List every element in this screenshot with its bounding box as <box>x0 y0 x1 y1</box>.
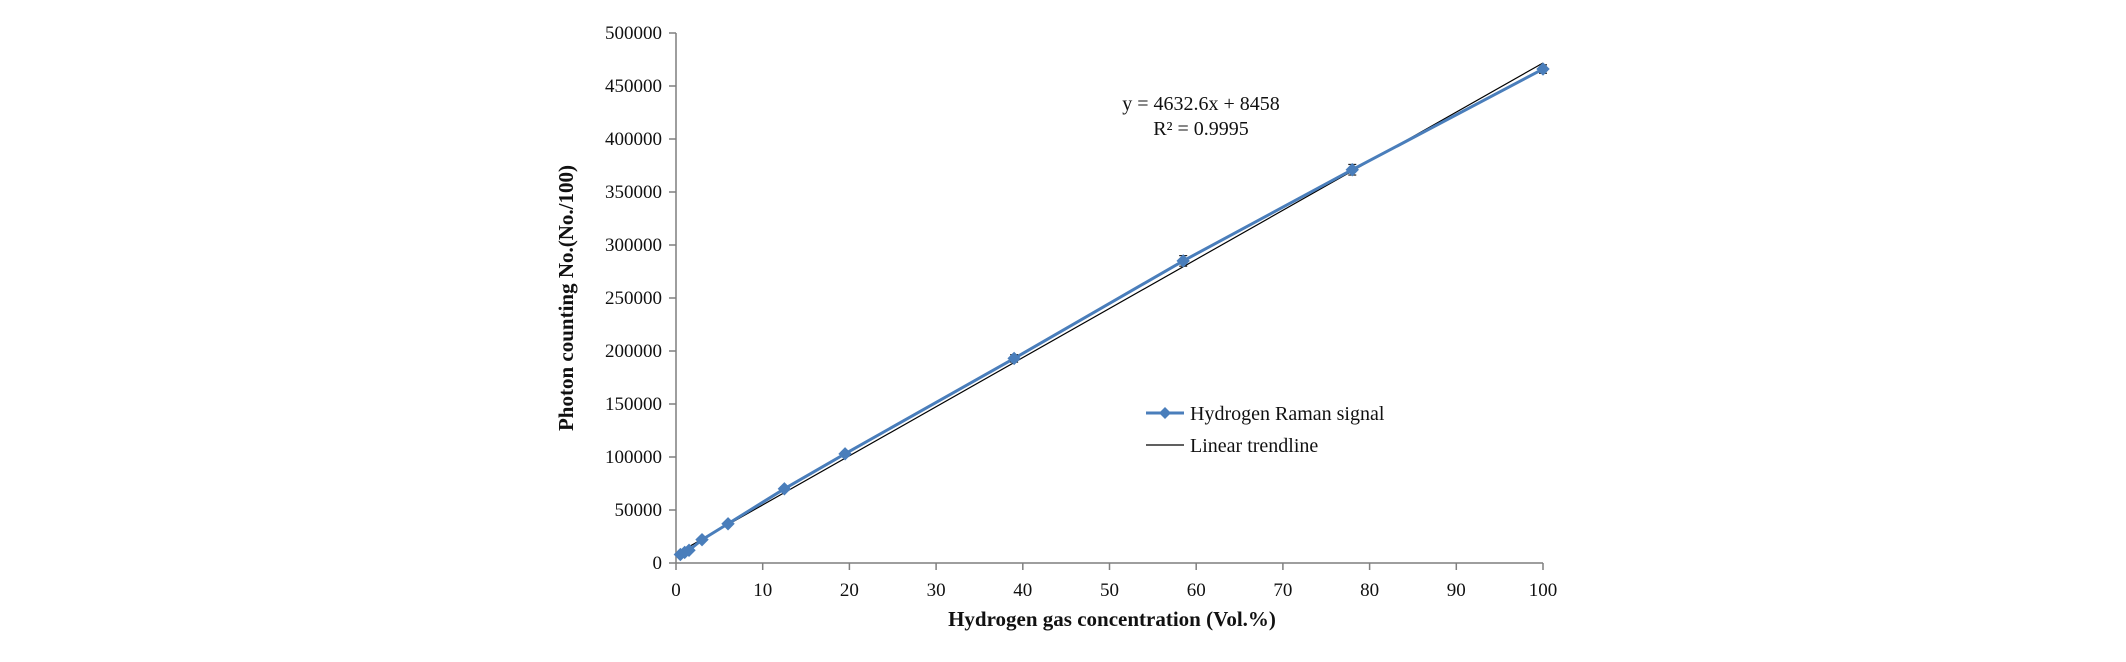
y-tick-label: 50000 <box>615 500 663 521</box>
x-tick-label: 10 <box>753 580 772 601</box>
legend-label-trendline: Linear trendline <box>1190 435 1318 457</box>
x-tick-label: 20 <box>840 580 859 601</box>
data-point <box>721 517 735 531</box>
raman-signal-line <box>679 67 1544 556</box>
x-axis-title: Hydrogen gas concentration (Vol.%) <box>948 607 1276 631</box>
legend-marker-raman <box>1159 407 1171 419</box>
data-point <box>777 482 792 496</box>
axes <box>675 33 1543 564</box>
x-tick-label: 30 <box>927 580 946 601</box>
data-point <box>1345 163 1359 177</box>
y-tick-label: 250000 <box>605 288 662 309</box>
y-tick-label: 0 <box>653 553 663 574</box>
x-tick-label: 90 <box>1447 580 1466 601</box>
x-tick-label: 60 <box>1187 580 1206 601</box>
y-ticks: 0 50000 100000 150000 200000 250000 300000 3500… <box>605 23 676 574</box>
trendline-equation: y = 4632.6x + 8458 <box>1122 93 1280 115</box>
data-point <box>695 532 709 547</box>
data-point <box>1007 351 1021 366</box>
legend: Hydrogen Raman signal Linear trendline <box>1146 403 1385 457</box>
data-point <box>838 447 852 461</box>
y-tick-label: 400000 <box>605 129 662 150</box>
x-tick-label: 40 <box>1013 580 1032 601</box>
data-point <box>1536 62 1550 76</box>
y-tick-label: 450000 <box>605 76 662 97</box>
x-ticks: 0 10 20 30 40 50 60 70 80 90 100 <box>671 563 1557 601</box>
x-tick-label: 100 <box>1529 580 1558 601</box>
data-point <box>1176 254 1190 268</box>
x-tick-label: 80 <box>1360 580 1379 601</box>
x-tick-label: 0 <box>671 580 681 601</box>
data-point <box>682 543 696 557</box>
y-tick-label: 300000 <box>605 235 662 256</box>
series-layer <box>673 62 1550 562</box>
y-tick-label: 500000 <box>605 23 662 44</box>
y-axis-title: Photon counting No.(No./100) <box>554 165 578 431</box>
y-tick-label: 100000 <box>605 447 662 468</box>
y-tick-label: 200000 <box>605 341 662 362</box>
r-squared-label: R² = 0.9995 <box>1153 118 1249 140</box>
legend-label-raman: Hydrogen Raman signal <box>1190 403 1385 425</box>
y-tick-label: 150000 <box>605 394 662 415</box>
x-tick-label: 50 <box>1100 580 1119 601</box>
x-tick-label: 70 <box>1273 580 1292 601</box>
y-tick-label: 350000 <box>605 182 662 203</box>
